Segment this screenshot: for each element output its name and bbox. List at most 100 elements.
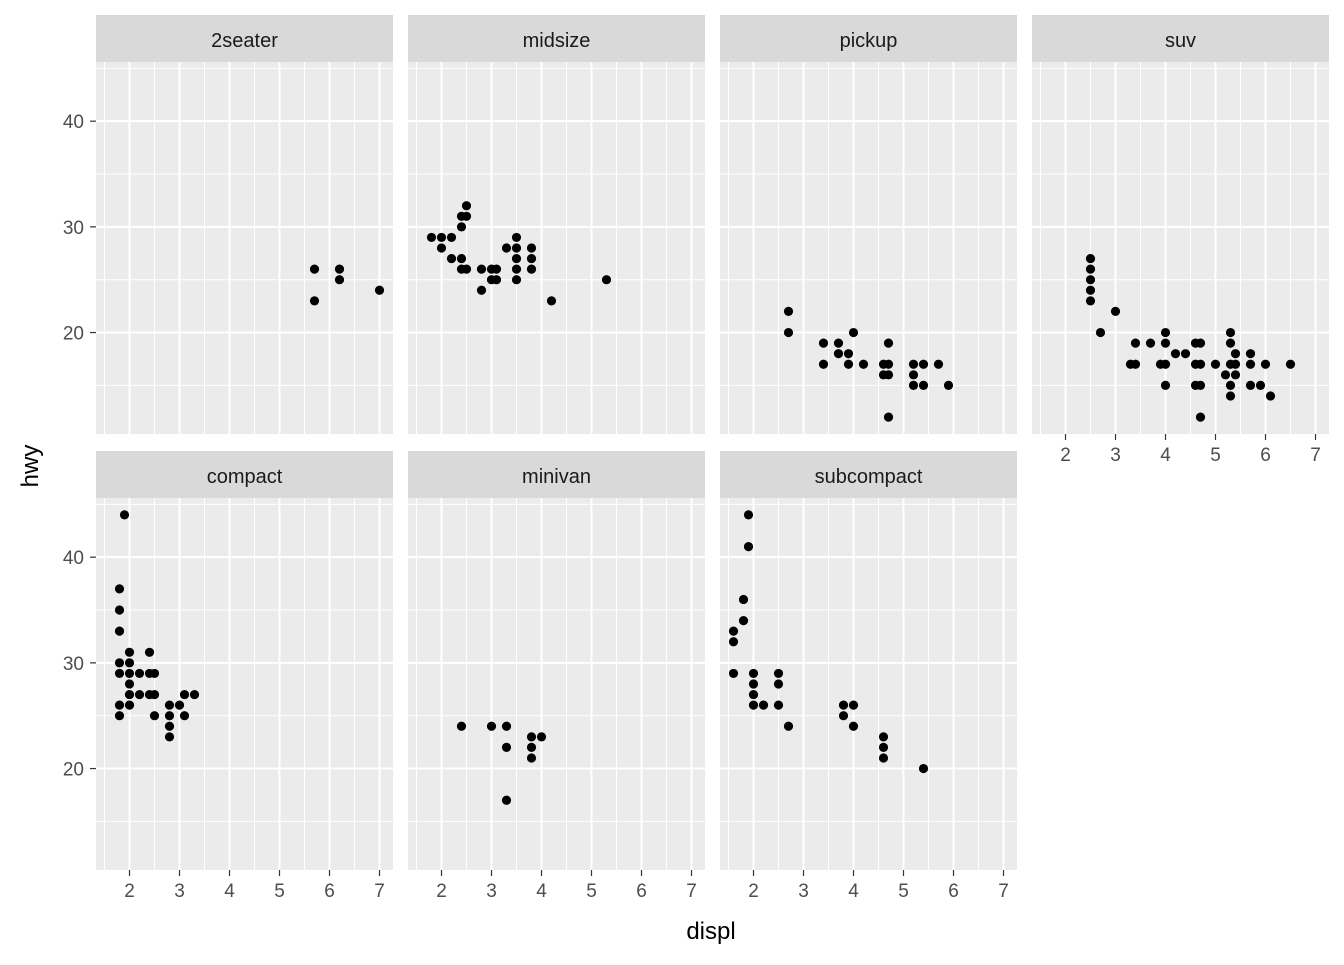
x-tick-label: 7 xyxy=(374,881,385,902)
data-point xyxy=(783,721,794,731)
data-point xyxy=(743,510,754,520)
data-point xyxy=(908,380,919,390)
data-point xyxy=(1095,327,1106,338)
data-point xyxy=(858,359,869,369)
data-point xyxy=(446,253,457,264)
data-point xyxy=(1160,338,1171,348)
data-point xyxy=(511,232,522,243)
panel-background xyxy=(96,498,393,870)
data-point xyxy=(743,542,754,552)
x-tick-label: 2 xyxy=(1060,445,1071,466)
data-point xyxy=(1265,391,1276,401)
data-point xyxy=(124,679,135,689)
data-point xyxy=(1195,380,1206,390)
data-point xyxy=(476,264,487,274)
x-tick-label: 7 xyxy=(1310,445,1321,466)
facet-strip xyxy=(1032,15,1329,62)
data-point xyxy=(124,689,135,700)
facet-panel-2seater: 2seater 20 30 40 xyxy=(63,15,393,434)
x-tick-label: 3 xyxy=(1110,445,1121,466)
data-point xyxy=(848,327,859,338)
facet-strip xyxy=(96,451,393,498)
data-point xyxy=(601,275,612,285)
data-point xyxy=(748,668,759,679)
data-point xyxy=(728,626,739,636)
y-tick-label: 40 xyxy=(63,548,84,569)
data-point xyxy=(114,711,125,721)
x-tick-label: 4 xyxy=(536,881,547,902)
data-point xyxy=(511,243,522,253)
data-point xyxy=(164,700,175,710)
data-point xyxy=(848,700,859,710)
data-point xyxy=(526,732,537,742)
data-point xyxy=(783,306,794,317)
data-point xyxy=(908,370,919,380)
x-tick-label: 5 xyxy=(586,881,597,902)
data-point xyxy=(758,700,769,710)
panel-background xyxy=(720,498,1017,870)
x-tick-label: 5 xyxy=(1210,445,1221,466)
facet-strip xyxy=(96,15,393,62)
data-point xyxy=(309,264,320,274)
panel-background xyxy=(1032,62,1329,434)
data-point xyxy=(1230,370,1241,380)
data-point xyxy=(773,679,784,689)
data-point xyxy=(908,359,919,369)
facet-strip xyxy=(408,15,705,62)
data-point xyxy=(426,232,437,243)
data-point xyxy=(728,637,739,647)
data-point xyxy=(436,232,447,243)
data-point xyxy=(933,359,944,369)
x-tick-label: 4 xyxy=(848,881,859,902)
data-point xyxy=(843,359,854,369)
data-point xyxy=(883,412,894,422)
data-point xyxy=(461,211,472,221)
data-point xyxy=(1180,349,1191,359)
x-tick-label: 5 xyxy=(274,881,285,902)
data-point xyxy=(491,275,502,285)
data-point xyxy=(1230,349,1241,359)
data-point xyxy=(114,700,125,710)
panel-background xyxy=(96,62,393,434)
x-tick-label: 7 xyxy=(686,881,697,902)
data-point xyxy=(918,359,929,369)
data-point xyxy=(164,732,175,742)
x-tick-label: 3 xyxy=(798,881,809,902)
data-point xyxy=(1230,359,1241,369)
data-point xyxy=(149,689,160,700)
data-point xyxy=(1225,380,1236,390)
y-axis-title: hwy xyxy=(17,445,44,488)
x-tick-label: 7 xyxy=(998,881,1009,902)
facet-panel-minivan: minivan 2 3 4 5 6 7 xyxy=(408,451,705,902)
data-point xyxy=(1225,391,1236,401)
data-point xyxy=(1130,338,1141,348)
data-point xyxy=(536,732,547,742)
data-point xyxy=(843,349,854,359)
data-point xyxy=(526,264,537,274)
facet-strip-label: compact xyxy=(207,466,283,488)
data-point xyxy=(134,668,145,679)
x-tick-label: 2 xyxy=(124,881,135,902)
data-point xyxy=(456,253,467,264)
facet-panel-compact: compact 2 3 4 5 6 7 20 30 40 xyxy=(63,451,393,902)
data-point xyxy=(526,753,537,763)
data-point xyxy=(189,689,200,700)
data-point xyxy=(1145,338,1156,348)
facet-strip-label: minivan xyxy=(522,466,591,488)
data-point xyxy=(501,243,512,253)
facet-strip-label: subcompact xyxy=(815,466,923,488)
facet-strip xyxy=(720,15,1017,62)
data-point xyxy=(124,700,135,710)
data-point xyxy=(526,742,537,753)
data-point xyxy=(526,253,537,264)
panel-background xyxy=(408,62,705,434)
data-point xyxy=(461,201,472,211)
data-point xyxy=(114,584,125,594)
facet-strip xyxy=(720,451,1017,498)
x-tick-label: 2 xyxy=(748,881,759,902)
data-point xyxy=(461,264,472,274)
data-point xyxy=(114,605,125,615)
data-point xyxy=(1245,359,1256,369)
